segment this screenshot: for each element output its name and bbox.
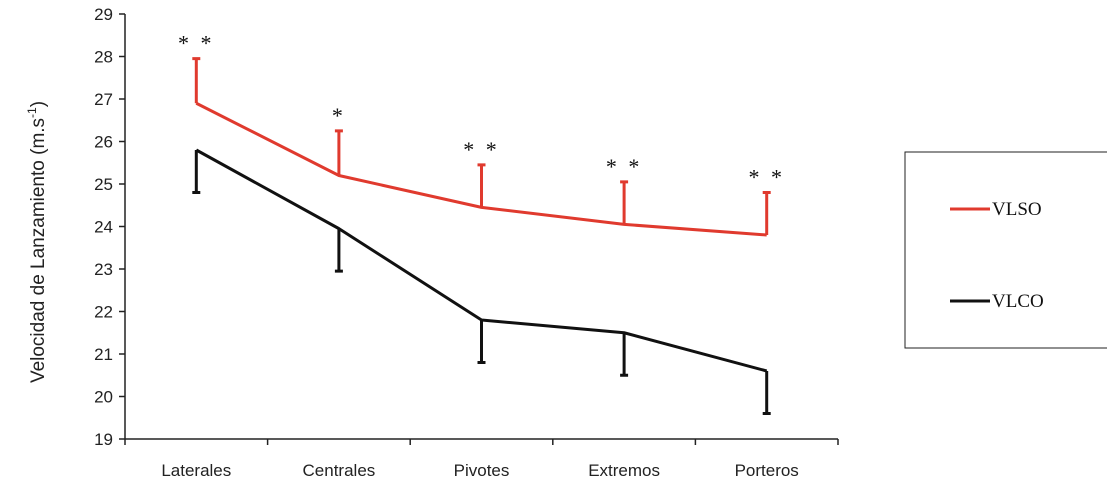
significance-markers: * * * * * * * * * bbox=[178, 31, 785, 190]
x-category-label: Laterales bbox=[161, 461, 231, 480]
series-vlco bbox=[192, 148, 771, 415]
x-categories: Laterales Centrales Pivotes Extremos Portero… bbox=[124, 439, 839, 480]
y-tick-label: 25 bbox=[94, 175, 113, 194]
x-category-label: Centrales bbox=[303, 461, 376, 480]
legend-label-vlso: VLSO bbox=[992, 199, 1042, 220]
x-category-label: Porteros bbox=[735, 461, 799, 480]
y-tick-label: 21 bbox=[94, 345, 113, 364]
y-tick-label: 24 bbox=[94, 218, 113, 237]
y-axis-label: Velocidad de Lanzamiento (m.s-1) bbox=[25, 101, 49, 383]
significance-marker: * * bbox=[748, 165, 785, 190]
y-tick-label: 22 bbox=[94, 303, 113, 322]
significance-marker: * bbox=[332, 103, 346, 128]
y-ticks: 19 20 21 22 23 24 25 26 27 28 29 bbox=[94, 5, 125, 449]
y-tick-label: 29 bbox=[94, 5, 113, 24]
y-tick-label: 26 bbox=[94, 133, 113, 152]
significance-marker: * * bbox=[463, 137, 500, 162]
series-group bbox=[192, 57, 771, 415]
significance-marker: * * bbox=[178, 31, 215, 56]
legend-label-vlco: VLCO bbox=[992, 291, 1044, 312]
y-tick-label: 23 bbox=[94, 260, 113, 279]
series-vlso bbox=[192, 57, 771, 237]
y-tick-label: 27 bbox=[94, 90, 113, 109]
y-tick-label: 28 bbox=[94, 48, 113, 67]
significance-marker: * * bbox=[606, 154, 643, 179]
legend-box bbox=[904, 151, 1107, 349]
y-tick-label: 20 bbox=[94, 388, 113, 407]
x-category-label: Pivotes bbox=[454, 461, 510, 480]
axes bbox=[124, 14, 838, 440]
x-category-label: Extremos bbox=[588, 461, 660, 480]
legend: VLSO VLCO bbox=[904, 151, 1107, 349]
y-tick-label: 19 bbox=[94, 430, 113, 449]
